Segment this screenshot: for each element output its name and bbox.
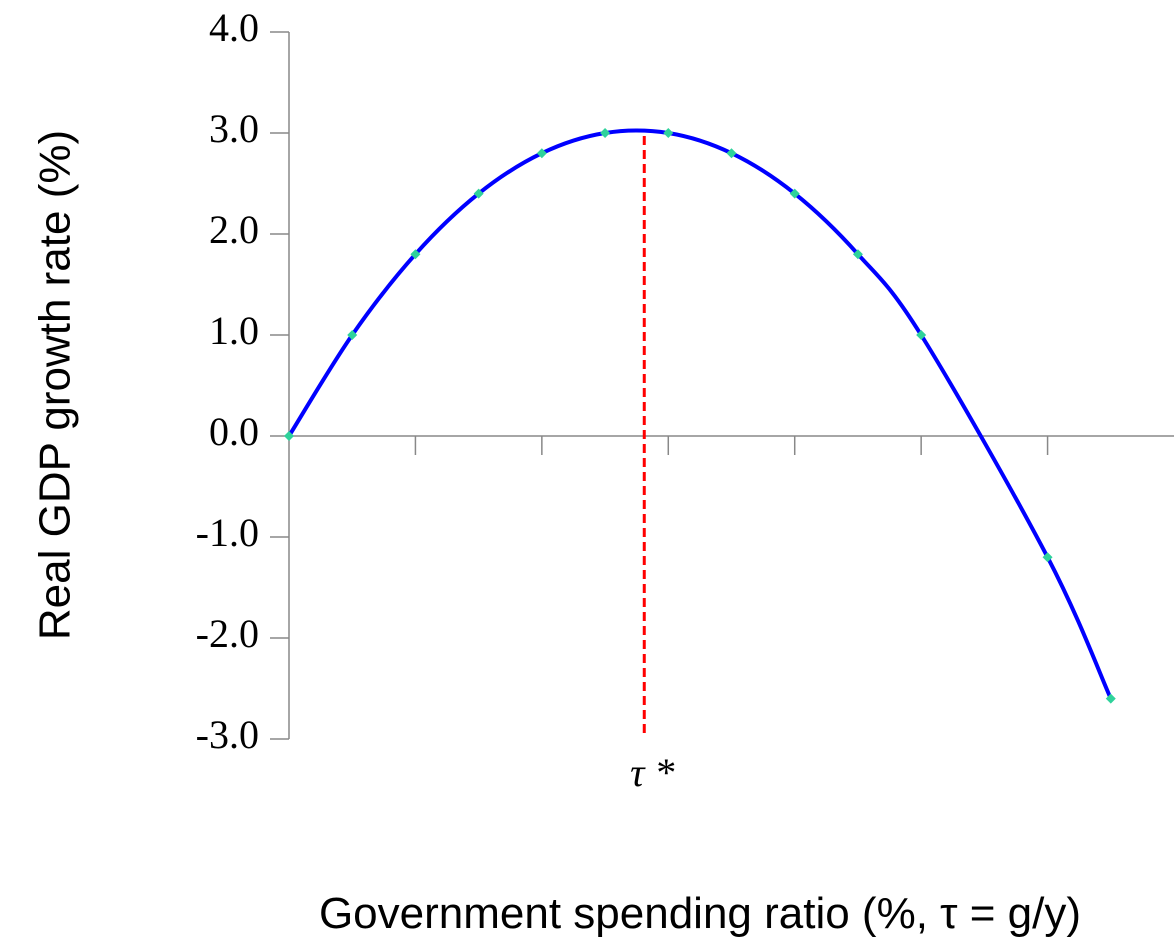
data-point bbox=[852, 249, 863, 260]
data-point bbox=[663, 128, 674, 138]
y-axis-title: Real GDP growth rate (%) bbox=[31, 130, 80, 640]
data-point bbox=[410, 249, 421, 260]
data-point bbox=[536, 148, 547, 159]
y-tick-label: -1.0 bbox=[196, 510, 259, 555]
y-tick-label: -3.0 bbox=[196, 712, 259, 757]
x-axis-title: Government spending ratio (%, τ = g/y) bbox=[319, 889, 1081, 938]
y-tick-label: 1.0 bbox=[209, 308, 259, 353]
data-point bbox=[916, 330, 927, 340]
data-point bbox=[347, 330, 358, 340]
series-line bbox=[287, 128, 1113, 700]
data-point bbox=[1105, 693, 1116, 704]
data-point bbox=[789, 188, 800, 199]
y-tick-label: 4.0 bbox=[209, 5, 259, 50]
y-tick-label: 2.0 bbox=[209, 207, 259, 252]
y-tick-label: 0.0 bbox=[209, 409, 259, 454]
y-tick-label: -2.0 bbox=[196, 611, 259, 656]
annotation: τ * bbox=[630, 750, 674, 795]
y-tick-label: 3.0 bbox=[209, 106, 259, 151]
data-point bbox=[284, 431, 294, 441]
data-point bbox=[600, 128, 611, 138]
data-point bbox=[1042, 552, 1053, 563]
data-point bbox=[473, 188, 484, 199]
data-point bbox=[726, 148, 737, 159]
